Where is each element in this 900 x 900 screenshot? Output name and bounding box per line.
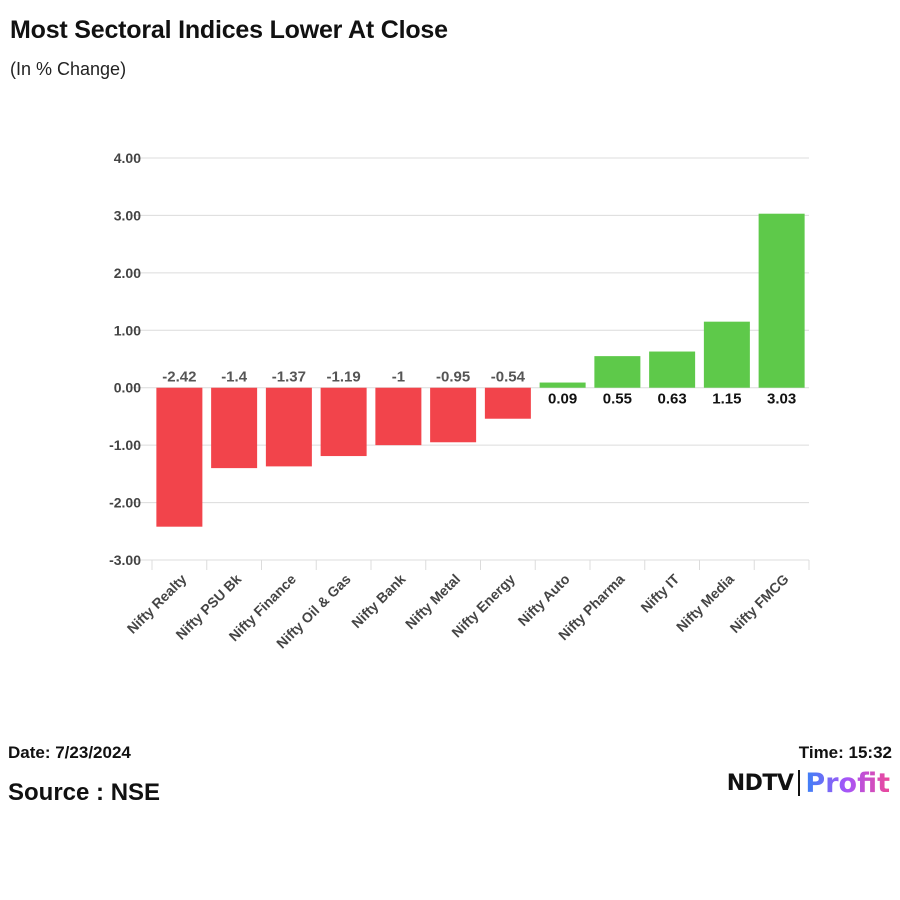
- bar: [211, 387, 258, 469]
- bar: [594, 356, 641, 388]
- data-label: 0.55: [603, 391, 632, 408]
- bar-chart: 4.00 3.00 2.00 1.00 0.00 -1.00 -2.00 -3.00 -2.42…: [109, 150, 810, 651]
- data-label: -0.54: [491, 369, 526, 386]
- data-label: -1.19: [327, 369, 361, 386]
- y-tick-label: 2.00: [114, 265, 141, 281]
- date-label: Date: 7/23/2024: [8, 743, 131, 762]
- y-tick-label: 4.00: [114, 150, 141, 166]
- x-tick-label: Nifty FMCG: [727, 571, 792, 636]
- bar: [484, 387, 531, 419]
- y-tick-label: -3.00: [109, 552, 141, 568]
- x-tick-label: Nifty IT: [637, 570, 682, 615]
- data-label: -1.4: [221, 369, 248, 386]
- time-label: Time: 15:32: [798, 743, 892, 762]
- bar: [539, 382, 586, 388]
- bar: [265, 387, 312, 467]
- chart-subtitle: (In % Change): [10, 59, 127, 79]
- y-tick-label: 0.00: [114, 380, 141, 396]
- data-label: -2.42: [162, 369, 196, 386]
- bar: [320, 387, 367, 457]
- bar: [758, 213, 805, 388]
- data-label: -0.95: [436, 369, 470, 386]
- y-tick-label: -1.00: [109, 437, 141, 453]
- bar: [430, 387, 477, 443]
- x-tick-label: Nifty Auto: [515, 571, 573, 629]
- logo-profit-text: Profit: [805, 767, 890, 799]
- data-label: 0.09: [548, 391, 577, 408]
- y-tick-label: 1.00: [114, 322, 141, 338]
- data-label: -1: [392, 369, 405, 386]
- y-tick-label: -2.00: [109, 495, 141, 511]
- source-label: Source : NSE: [8, 779, 161, 806]
- bar: [703, 321, 750, 388]
- chart-title: Most Sectoral Indices Lower At Close: [10, 16, 448, 44]
- data-label: -1.37: [272, 369, 306, 386]
- data-label: 3.03: [767, 391, 796, 408]
- bar: [156, 387, 203, 527]
- logo-ndtv-text: NDTV: [726, 770, 794, 796]
- data-label: 1.15: [712, 391, 741, 408]
- logo-separator: [798, 770, 801, 796]
- ndtv-profit-logo: NDTV Profit: [726, 767, 890, 799]
- bar: [375, 387, 422, 446]
- y-tick-label: 3.00: [114, 207, 141, 223]
- x-tick-label: Nifty Bank: [348, 571, 408, 631]
- bar: [649, 351, 696, 388]
- data-label: 0.63: [658, 391, 687, 408]
